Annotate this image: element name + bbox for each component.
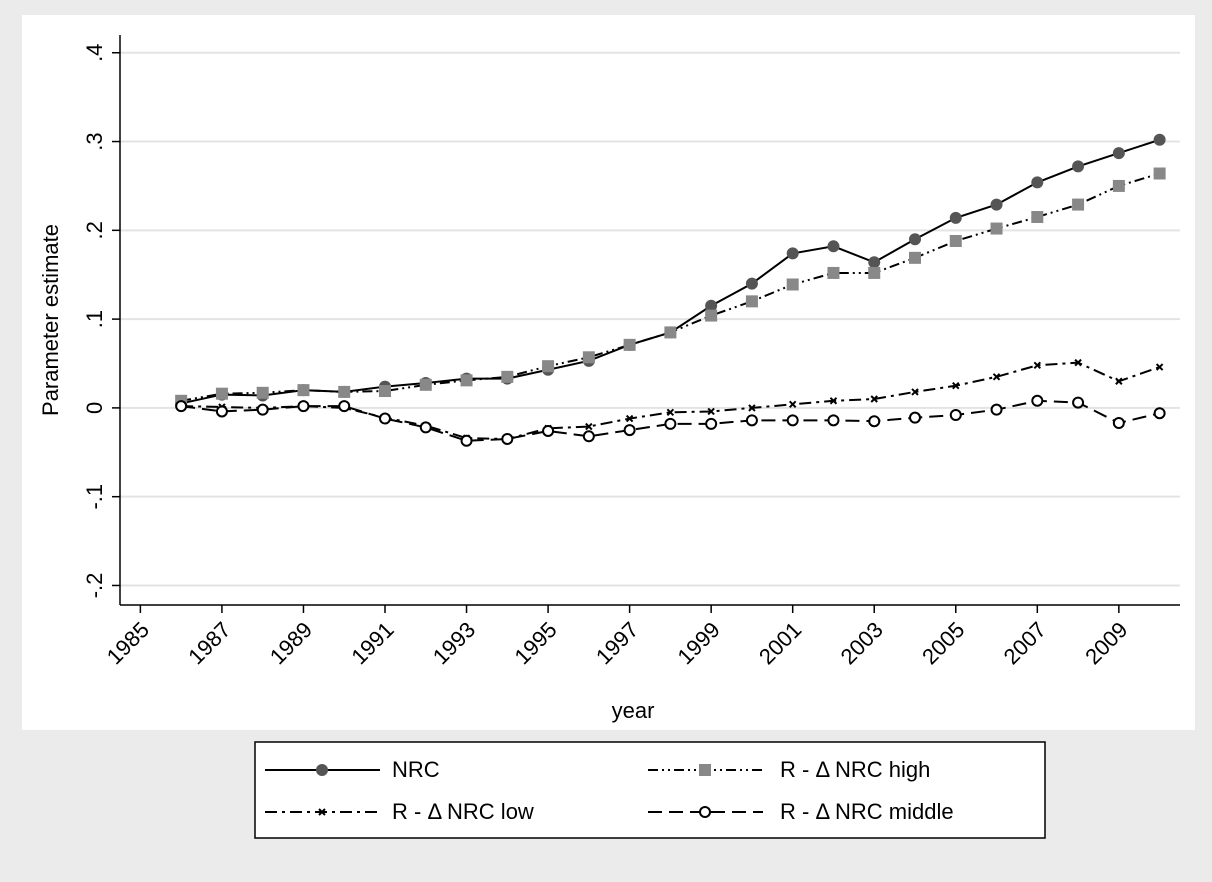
point (992, 373, 1001, 381)
point (745, 277, 758, 290)
point (664, 326, 677, 339)
point (868, 266, 881, 279)
point (990, 198, 1003, 211)
point (1115, 377, 1123, 385)
point (705, 417, 718, 430)
point (1153, 133, 1166, 146)
y-axis-title: Parameter estimate (38, 224, 63, 416)
point (501, 370, 514, 383)
point (990, 222, 1003, 235)
y-tick-label: -.2 (82, 573, 107, 599)
point (419, 378, 432, 391)
y-tick-label: 0 (82, 402, 107, 414)
y-tick-label: .2 (82, 221, 107, 239)
point (949, 211, 962, 224)
point (949, 234, 962, 247)
point (1072, 160, 1085, 173)
point (1153, 167, 1166, 180)
point (788, 400, 797, 409)
plot-region (22, 15, 1195, 730)
y-tick-label: .4 (82, 44, 107, 62)
legend-marker (316, 764, 328, 776)
point (827, 240, 840, 253)
point (1031, 394, 1044, 407)
point (542, 424, 555, 437)
point (949, 409, 962, 421)
point (623, 424, 636, 437)
legend-label: R - Δ NRC middle (780, 799, 954, 824)
point (829, 397, 838, 405)
point (623, 338, 636, 351)
point (666, 408, 675, 417)
y-tick-label: -.1 (82, 484, 107, 510)
point (501, 432, 514, 445)
point (338, 385, 351, 398)
point (625, 414, 634, 423)
legend-marker (318, 808, 326, 816)
point (1033, 361, 1042, 369)
point (379, 385, 391, 398)
point (297, 400, 310, 413)
point (542, 360, 555, 373)
legend-marker (699, 806, 711, 818)
point (664, 417, 677, 430)
point (745, 414, 758, 427)
point (911, 388, 919, 396)
point (1074, 358, 1082, 367)
point (256, 386, 269, 399)
point (460, 374, 473, 387)
point (745, 295, 758, 308)
point (460, 434, 473, 447)
point (338, 400, 351, 413)
point (909, 411, 921, 424)
point (1031, 176, 1044, 189)
point (705, 309, 718, 322)
point (990, 403, 1003, 416)
x-axis-title: year (612, 698, 655, 723)
point (1112, 147, 1125, 160)
point (297, 384, 310, 397)
point (1112, 416, 1125, 429)
point (1112, 179, 1125, 192)
point (868, 415, 881, 428)
point (582, 351, 595, 364)
point (786, 278, 799, 291)
legend-label: R - Δ NRC high (780, 757, 930, 782)
point (256, 403, 269, 416)
point (419, 421, 432, 434)
point (909, 251, 921, 264)
y-tick-label: .1 (82, 310, 107, 328)
point (379, 412, 391, 425)
point (1031, 211, 1044, 224)
point (1072, 198, 1085, 211)
point (786, 414, 799, 427)
point (1155, 363, 1164, 371)
legend-label: R - Δ NRC low (392, 799, 534, 824)
legend (254, 741, 1046, 839)
point (952, 381, 960, 390)
point (1153, 407, 1166, 420)
point (870, 395, 878, 403)
point (909, 233, 921, 246)
legend-label: NRC (392, 757, 440, 782)
legend-marker (699, 764, 711, 776)
point (1072, 396, 1085, 409)
point (705, 299, 718, 312)
point (585, 422, 593, 431)
point (215, 387, 228, 400)
point (707, 407, 715, 416)
point (215, 405, 228, 418)
point (827, 266, 840, 279)
point (582, 430, 595, 443)
point (748, 404, 756, 412)
point (868, 256, 881, 269)
point (827, 414, 840, 427)
point (175, 400, 188, 413)
y-tick-label: .3 (82, 132, 107, 150)
point (786, 247, 799, 260)
